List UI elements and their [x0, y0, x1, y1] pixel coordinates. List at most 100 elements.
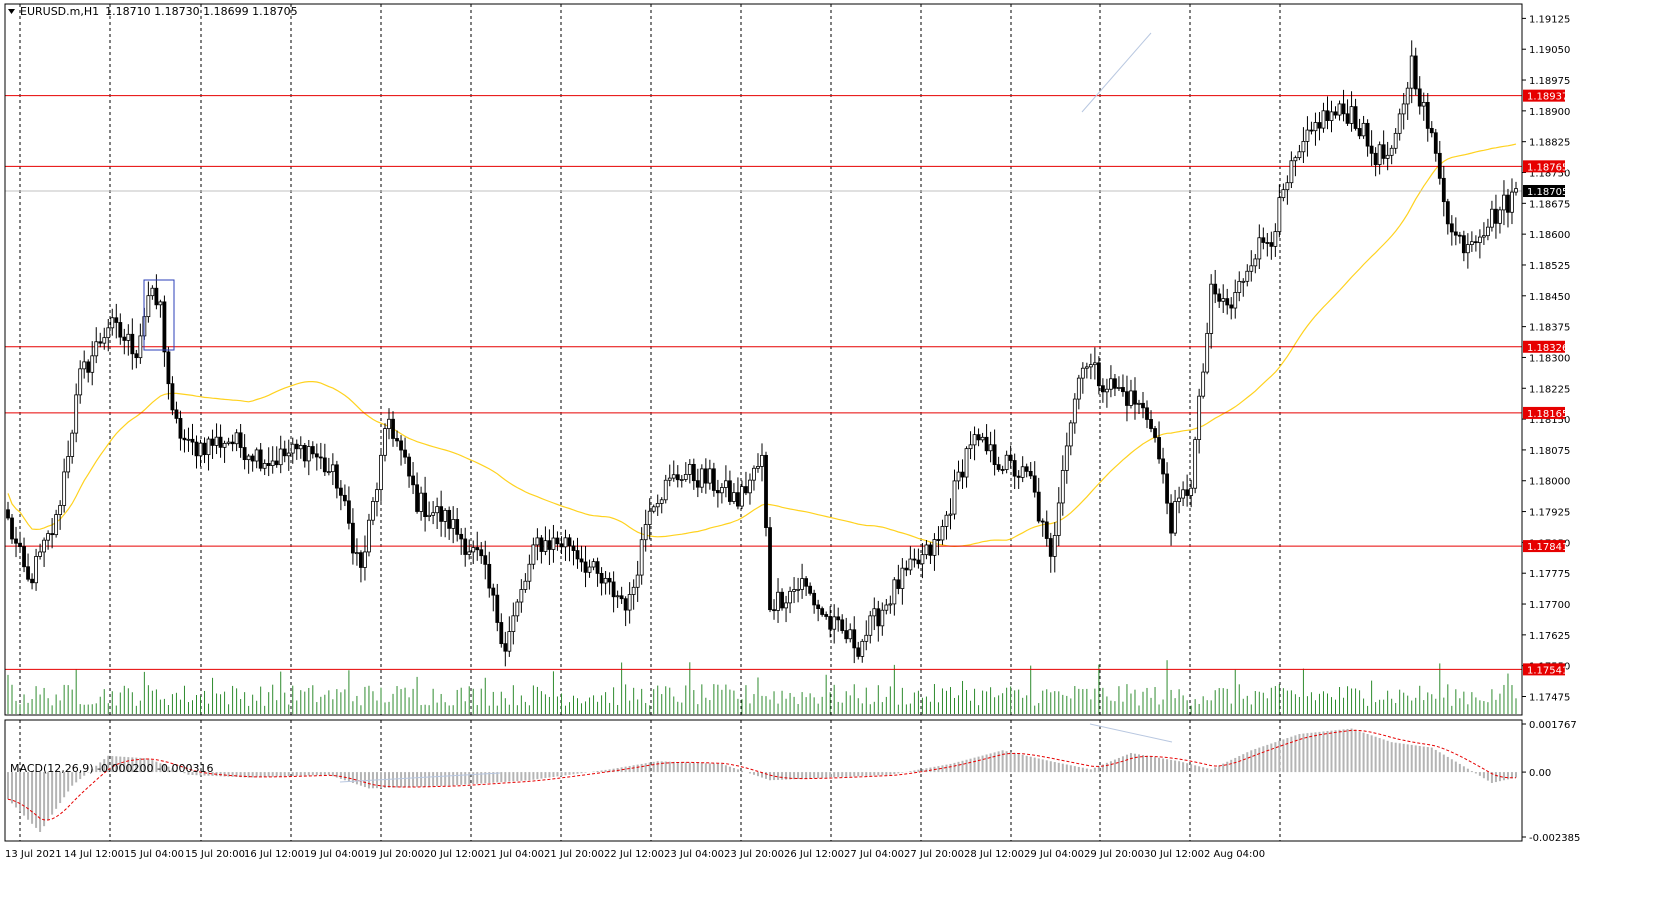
candle-body: [1229, 304, 1234, 309]
candle-body: [1289, 160, 1294, 184]
candle-body: [695, 480, 700, 488]
candle-body: [1494, 208, 1498, 224]
candle-body: [202, 442, 207, 456]
collapse-triangle-icon[interactable]: [8, 9, 15, 14]
candle-body: [736, 492, 740, 507]
candle-body: [447, 509, 452, 529]
candle-body: [1221, 298, 1226, 302]
candle-body: [1453, 231, 1458, 236]
candle-body: [820, 608, 825, 615]
candle-body: [984, 436, 989, 452]
level-price-tag: [1523, 160, 1565, 173]
macd-trend-line[interactable]: [339, 772, 501, 783]
candle-body: [1425, 101, 1430, 129]
x-tick-label: 20 Jul 12:00: [424, 849, 484, 860]
candle-body: [318, 456, 323, 459]
candle-body: [90, 355, 95, 373]
candle-body: [1269, 242, 1274, 247]
candle-body: [146, 295, 151, 318]
candle-body: [1193, 439, 1198, 489]
candle-body: [1441, 177, 1446, 203]
candle-body: [178, 418, 183, 439]
candle-body: [170, 383, 175, 411]
y-tick-label: 1.18525: [1529, 261, 1570, 272]
candle-body: [1445, 201, 1450, 225]
candle-body: [567, 537, 572, 547]
candle-body: [507, 631, 512, 652]
candle-body: [1325, 110, 1330, 121]
candle-body: [78, 368, 83, 396]
candle-body: [571, 545, 576, 551]
level-price-label: 1.18326: [1527, 343, 1568, 354]
candle-body: [499, 622, 504, 645]
candle-body: [1233, 292, 1238, 309]
candle-body: [278, 448, 283, 466]
candle-body: [916, 559, 921, 565]
candle-body: [503, 643, 508, 652]
candle-body: [451, 519, 456, 529]
candle-body: [936, 539, 941, 541]
candle-body: [1510, 191, 1514, 213]
candle-body: [792, 589, 796, 592]
trend-line[interactable]: [1081, 32, 1152, 113]
candle-body: [475, 547, 480, 551]
x-tick-label: 16 Jul 12:00: [244, 849, 304, 860]
candle-body: [367, 519, 371, 553]
candle-body: [1257, 237, 1262, 260]
candle-body: [54, 514, 59, 536]
candle-body: [1409, 55, 1414, 89]
candle-body: [1369, 145, 1374, 154]
candle-body: [58, 505, 63, 515]
candle-body: [543, 540, 548, 552]
level-price-tag: [1523, 663, 1565, 676]
candle-body: [1393, 132, 1398, 149]
candle-body: [1381, 144, 1386, 159]
candle-body: [246, 455, 251, 461]
candle-body: [150, 287, 155, 297]
current-price-tag: [1523, 184, 1565, 197]
candle-body: [294, 443, 299, 450]
candle-body: [519, 589, 524, 603]
highlight-rectangle[interactable]: [143, 279, 175, 351]
candle-body: [106, 327, 111, 339]
candle-body: [435, 506, 440, 514]
candle-body: [748, 479, 752, 494]
candle-body: [326, 471, 331, 474]
y-tick-label: 1.18075: [1529, 446, 1570, 457]
candle-body: [515, 601, 520, 617]
candle-body: [266, 463, 271, 467]
candle-body: [976, 434, 981, 441]
candle-body: [50, 533, 55, 536]
candle-body: [182, 437, 187, 441]
candle-body: [1486, 226, 1490, 237]
candle-body: [1217, 293, 1222, 302]
candle-body: [1016, 475, 1021, 478]
candle-body: [1052, 535, 1057, 557]
candle-body: [471, 547, 476, 553]
candle-body: [459, 533, 464, 540]
candle-body: [282, 448, 287, 457]
candle-body: [1405, 87, 1410, 105]
x-tick-label: 15 Jul 20:00: [185, 849, 245, 860]
macd-tick-label: -0.002385: [1529, 833, 1580, 844]
candle-body: [351, 522, 355, 554]
candle-body: [1377, 144, 1382, 165]
candle-body: [703, 468, 708, 484]
macd-trend-line[interactable]: [1089, 723, 1173, 743]
candle-body: [1293, 157, 1298, 162]
candle-body: [222, 442, 227, 448]
candle-body: [1261, 237, 1266, 243]
candle-body: [126, 333, 131, 341]
candle-body: [828, 616, 833, 630]
candle-body: [535, 537, 540, 546]
candle-body: [844, 630, 849, 640]
candle-body: [22, 546, 26, 568]
candle-body: [194, 441, 199, 457]
candle-body: [876, 608, 881, 627]
candle-body: [1032, 475, 1037, 493]
candle-body: [491, 587, 496, 596]
candle-body: [98, 341, 103, 344]
candle-body: [1000, 469, 1005, 471]
candle-body: [563, 537, 568, 548]
